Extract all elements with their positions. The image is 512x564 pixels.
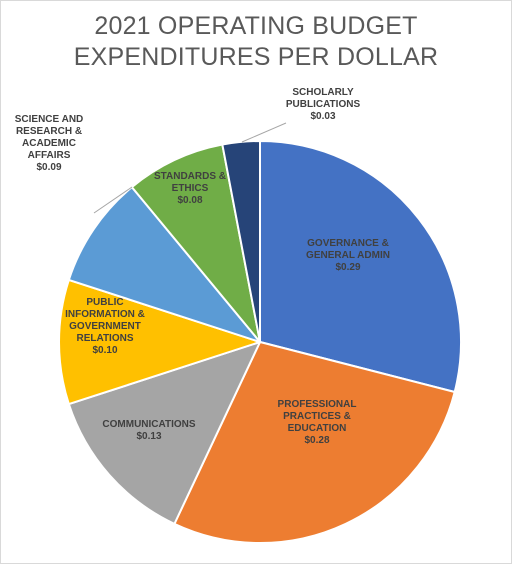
chart-title: 2021 OPERATING BUDGET EXPENDITURES PER D…: [1, 11, 511, 73]
data-label-line: COMMUNICATIONS: [102, 419, 195, 430]
data-label-line: RELATIONS: [76, 333, 133, 344]
pie-slice-professional-practices-education: [173, 341, 456, 544]
data-label-value: $0.28: [304, 435, 329, 446]
data-label-line: INFORMATION &: [65, 309, 145, 320]
data-label-communications: COMMUNICATIONS $0.13: [102, 419, 195, 442]
pie-slice-public-information-government-relations: [58, 278, 261, 406]
data-label-line: PRACTICES &: [283, 411, 351, 422]
leader-line-scholarly-publications: [241, 122, 287, 143]
data-label-value: $0.08: [177, 195, 202, 206]
chart-title-line-1: 2021 OPERATING BUDGET: [94, 12, 418, 40]
data-label-standards-ethics: STANDARDS & ETHICS $0.08: [154, 171, 226, 206]
data-label-value: $0.03: [310, 111, 335, 122]
data-label-line: RESEARCH &: [16, 126, 82, 137]
pie-slice-governance-general-admin: [259, 140, 462, 393]
pie-slice-communications: [67, 341, 261, 525]
pie-slices: [58, 140, 462, 544]
data-label-value: $0.13: [136, 431, 161, 442]
data-label-value: $0.10: [92, 345, 117, 356]
leader-lines: [93, 122, 287, 214]
data-label-line: GENERAL ADMIN: [306, 250, 390, 261]
data-label-line: PUBLIC: [86, 297, 123, 308]
pie-slice-scholarly-publications: [221, 140, 261, 343]
data-label-line: GOVERNMENT: [69, 321, 141, 332]
pie-slice-standards-ethics: [130, 143, 261, 343]
data-label-science-and-research-academic-affairs: SCIENCE AND RESEARCH & ACADEMIC AFFAIRS $0.0…: [15, 114, 84, 173]
data-label-value: $0.29: [335, 262, 360, 273]
data-label-line: GOVERNANCE &: [307, 238, 389, 249]
data-label-line: SCHOLARLY: [292, 87, 354, 98]
chart-title-line-2: EXPENDITURES PER DOLLAR: [73, 43, 439, 71]
data-label-professional-practices-education: PROFESSIONAL PRACTICES & EDUCATION $0.28: [278, 399, 357, 446]
data-label-governance-general-admin: GOVERNANCE & GENERAL ADMIN $0.29: [306, 238, 390, 273]
data-label-line: EDUCATION: [288, 423, 347, 434]
data-labels: GOVERNANCE & GENERAL ADMIN $0.29 PROFESSION…: [15, 87, 390, 446]
data-label-line: AFFAIRS: [28, 150, 71, 161]
data-label-line: ACADEMIC: [22, 138, 76, 149]
data-label-line: ETHICS: [172, 183, 209, 194]
data-label-public-information-government-relations: PUBLIC INFORMATION & GOVERNMENT RELATIONS $0…: [65, 297, 145, 356]
data-label-line: SCIENCE AND: [15, 114, 84, 125]
data-label-line: PUBLICATIONS: [286, 99, 361, 110]
data-label-line: STANDARDS &: [154, 171, 226, 182]
data-label-scholarly-publications: SCHOLARLY PUBLICATIONS $0.03: [286, 87, 361, 122]
data-label-value: $0.09: [36, 162, 61, 173]
data-label-line: PROFESSIONAL: [278, 399, 357, 410]
leader-line-science-and-research-academic-affairs: [93, 186, 133, 214]
